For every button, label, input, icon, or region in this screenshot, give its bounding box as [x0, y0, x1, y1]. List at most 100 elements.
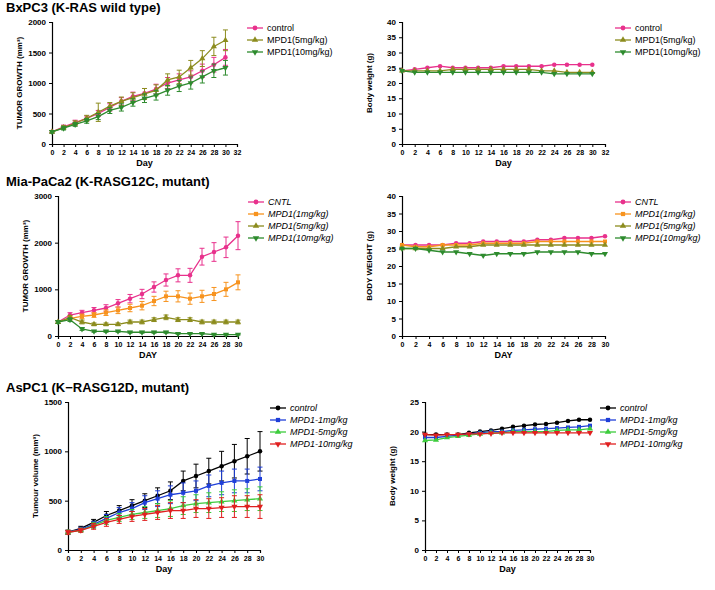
y-axis-title: BODY WEIGHT (g) — [365, 231, 374, 301]
x-tick-label: 18 — [513, 149, 521, 156]
error-cap — [232, 517, 237, 518]
data-point — [544, 422, 549, 427]
x-tick: 24 — [187, 144, 195, 156]
x-tick-label: 30 — [235, 341, 243, 348]
x-tick-mark — [98, 144, 99, 147]
y-tick-mark — [399, 319, 402, 320]
y-axis-title: Tumour volume (mm³) — [31, 434, 40, 518]
x-tick-label: 28 — [576, 149, 584, 156]
error-bar — [224, 282, 229, 296]
x-tick-mark — [119, 550, 120, 553]
x-tick-mark — [478, 144, 479, 147]
data-point — [412, 71, 418, 76]
x-tick-label: 2 — [435, 555, 439, 562]
error-cap — [84, 118, 89, 119]
x-tick: 16 — [167, 550, 175, 562]
y-tick: 500 — [33, 110, 52, 119]
error-cap — [168, 485, 173, 486]
x-axis-line — [53, 145, 238, 148]
error-cap — [165, 73, 170, 74]
x-tick-label: 18 — [163, 341, 171, 348]
data-point — [576, 431, 582, 436]
data-point — [453, 250, 459, 255]
y-tick-label: 0 — [42, 140, 47, 149]
x-tick-mark — [64, 144, 65, 147]
error-cap — [130, 511, 135, 512]
x-axis-title: DAY — [494, 350, 512, 360]
x-tick-label: 30 — [602, 341, 610, 348]
x-tick: 22 — [547, 336, 555, 348]
x-tick-mark — [87, 144, 88, 147]
x-tick: 2 — [435, 550, 439, 562]
legend-label: MPD1(10mg/kg) — [635, 233, 701, 243]
x-tick: 30 — [602, 336, 610, 348]
error-bar — [181, 503, 186, 519]
y-tick-label: 500 — [33, 110, 47, 119]
error-cap — [181, 502, 186, 503]
error-cap — [164, 273, 169, 274]
x-axis-line — [69, 551, 261, 554]
error-cap — [119, 103, 124, 104]
data-point — [79, 318, 85, 323]
x-tick: 32 — [602, 144, 610, 156]
x-tick: 4 — [426, 144, 430, 156]
legend-label: MPD1-10mg/kg — [620, 439, 683, 449]
x-axis: 024681012141618202224262830 — [424, 550, 595, 562]
y-tick-mark — [49, 114, 52, 115]
legend-marker — [605, 428, 611, 434]
x-tick: 12 — [141, 550, 149, 562]
data-point — [49, 130, 55, 135]
error-cap — [224, 257, 229, 258]
error-cap — [116, 307, 121, 308]
x-tick: 0 — [51, 144, 55, 156]
y-tick: 15 — [387, 94, 402, 103]
data-point — [399, 247, 405, 252]
legend-label: MPD1(10mg/kg) — [267, 47, 333, 57]
legend-marker — [276, 418, 280, 422]
x-tick-label: 22 — [205, 555, 213, 562]
y-tick-mark — [65, 501, 68, 502]
data-point — [245, 454, 250, 459]
error-cap — [177, 91, 182, 92]
data-point — [152, 299, 156, 303]
x-tick-label: 30 — [589, 149, 597, 156]
y-tick: 1500 — [28, 49, 52, 58]
data-point — [543, 431, 549, 436]
y-tick-label: 500 — [49, 497, 63, 506]
error-cap — [211, 77, 216, 78]
x-tick-mark — [170, 550, 171, 553]
error-bar — [219, 498, 224, 518]
x-tick-label: 4 — [92, 555, 96, 562]
error-cap — [223, 50, 228, 51]
y-tick-label: 5 — [415, 516, 420, 525]
x-tick-label: 22 — [547, 341, 555, 348]
x-tick-mark — [225, 144, 226, 147]
x-axis-line — [426, 551, 591, 554]
y-tick-mark — [399, 266, 402, 267]
data-point — [507, 241, 513, 246]
x-tick-mark — [568, 550, 569, 553]
data-point — [175, 332, 181, 337]
x-tick-mark — [94, 550, 95, 553]
x-tick: 18 — [180, 550, 188, 562]
data-point — [521, 241, 527, 246]
y-tick-label: 10 — [387, 297, 396, 306]
error-bar — [96, 103, 101, 121]
error-bar — [258, 432, 263, 471]
error-cap — [194, 464, 199, 465]
legend-label: control — [620, 403, 648, 413]
data-point — [127, 318, 133, 323]
error-bar — [232, 469, 237, 493]
error-bar — [219, 471, 224, 495]
y-tick: 15 — [387, 280, 402, 289]
x-tick: 24 — [561, 336, 569, 348]
data-point — [521, 252, 527, 257]
data-point — [602, 241, 608, 246]
plot-area — [55, 222, 241, 338]
legend-entry: MPD1(5mg/kg) — [247, 35, 328, 45]
error-cap — [128, 304, 133, 305]
legend-entry: MPD1(1mg/kg) — [615, 209, 696, 219]
data-point — [91, 525, 97, 530]
y-tick-mark — [65, 550, 68, 551]
y-axis-line — [399, 23, 403, 145]
